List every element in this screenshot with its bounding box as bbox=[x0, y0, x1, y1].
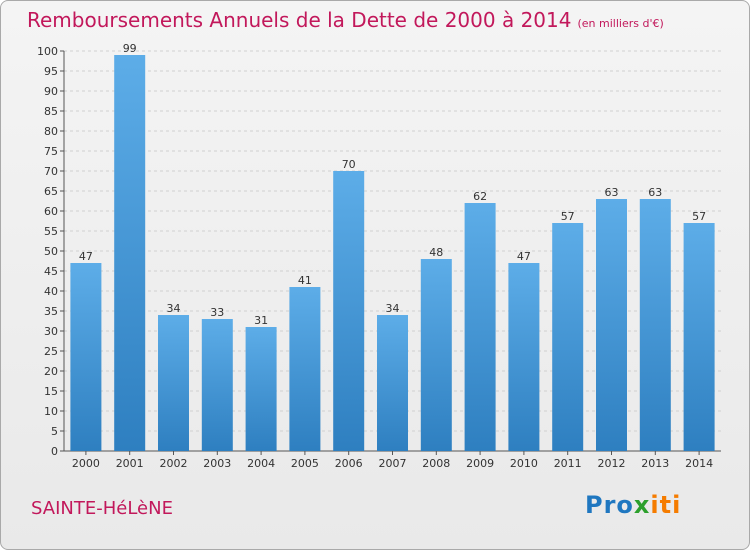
bar-2002 bbox=[158, 315, 189, 451]
bar-2007 bbox=[377, 315, 408, 451]
y-tick-label: 40 bbox=[44, 285, 58, 298]
bar-2009 bbox=[464, 203, 496, 451]
y-tick-label: 80 bbox=[44, 125, 58, 138]
x-tick-label-2010: 2010 bbox=[510, 457, 538, 470]
y-tick-label: 60 bbox=[44, 205, 58, 218]
x-tick-label-2004: 2004 bbox=[247, 457, 275, 470]
y-tick-label: 85 bbox=[44, 105, 58, 118]
x-tick-label-2000: 2000 bbox=[72, 457, 100, 470]
y-tick-label: 90 bbox=[44, 85, 58, 98]
data-label-2003: 33 bbox=[210, 306, 224, 319]
y-tick-label: 10 bbox=[44, 405, 58, 418]
y-tick-label: 15 bbox=[44, 385, 58, 398]
bar-2012 bbox=[596, 199, 627, 451]
bar-2006 bbox=[333, 171, 365, 451]
y-tick-label: 25 bbox=[44, 345, 58, 358]
x-tick-label-2011: 2011 bbox=[554, 457, 582, 470]
y-tick-label: 95 bbox=[44, 65, 58, 78]
y-tick-label: 35 bbox=[44, 305, 58, 318]
x-tick-label-2003: 2003 bbox=[203, 457, 231, 470]
data-label-2006: 70 bbox=[342, 158, 356, 171]
data-label-2010: 47 bbox=[517, 250, 531, 263]
data-label-2005: 41 bbox=[298, 274, 312, 287]
y-tick-label: 20 bbox=[44, 365, 58, 378]
bar-2014 bbox=[683, 223, 715, 451]
y-tick-label: 5 bbox=[51, 425, 58, 438]
data-label-2004: 31 bbox=[254, 314, 268, 327]
x-tick-label-2008: 2008 bbox=[422, 457, 450, 470]
x-tick-label-2014: 2014 bbox=[685, 457, 713, 470]
proxiti-logo: Proxiti bbox=[585, 491, 682, 519]
y-tick-label: 0 bbox=[51, 445, 58, 458]
y-tick-label: 50 bbox=[44, 245, 58, 258]
x-tick-label-2002: 2002 bbox=[160, 457, 188, 470]
data-label-2009: 62 bbox=[473, 190, 487, 203]
bar-2013 bbox=[639, 199, 671, 451]
bar-2005 bbox=[289, 287, 321, 451]
data-label-2000: 47 bbox=[79, 250, 93, 263]
x-tick-label-2005: 2005 bbox=[291, 457, 319, 470]
y-tick-label: 70 bbox=[44, 165, 58, 178]
x-tick-label-2012: 2012 bbox=[598, 457, 626, 470]
data-label-2014: 57 bbox=[692, 210, 706, 223]
y-tick-label: 75 bbox=[44, 145, 58, 158]
y-tick-label: 100 bbox=[37, 45, 58, 58]
x-tick-label-2013: 2013 bbox=[641, 457, 669, 470]
data-label-2008: 48 bbox=[429, 246, 443, 259]
x-tick-label-2007: 2007 bbox=[379, 457, 407, 470]
y-tick-label: 65 bbox=[44, 185, 58, 198]
commune-name: SAINTE-HéLèNE bbox=[31, 498, 173, 519]
bar-2000 bbox=[70, 263, 102, 451]
x-tick-label-2009: 2009 bbox=[466, 457, 494, 470]
bar-2010 bbox=[508, 263, 540, 451]
data-label-2011: 57 bbox=[561, 210, 575, 223]
data-label-2002: 34 bbox=[167, 302, 181, 315]
y-tick-label: 55 bbox=[44, 225, 58, 238]
x-tick-label-2001: 2001 bbox=[116, 457, 144, 470]
chart-title: Remboursements Annuels de la Dette de 20… bbox=[27, 8, 664, 32]
bar-2008 bbox=[420, 259, 452, 451]
bar-2001 bbox=[114, 55, 146, 451]
data-label-2013: 63 bbox=[648, 186, 662, 199]
unit-note: (en milliers d'€) bbox=[577, 17, 664, 30]
x-tick-label-2006: 2006 bbox=[335, 457, 363, 470]
bar-2003 bbox=[201, 319, 233, 451]
y-tick-label: 30 bbox=[44, 325, 58, 338]
bar-2004 bbox=[245, 327, 277, 451]
data-label-2012: 63 bbox=[605, 186, 619, 199]
bar-2011 bbox=[552, 223, 584, 451]
chart-title-text: Remboursements Annuels de la Dette de 20… bbox=[27, 8, 572, 32]
y-tick-label: 45 bbox=[44, 265, 58, 278]
data-label-2001: 99 bbox=[123, 42, 137, 55]
data-label-2007: 34 bbox=[386, 302, 400, 315]
